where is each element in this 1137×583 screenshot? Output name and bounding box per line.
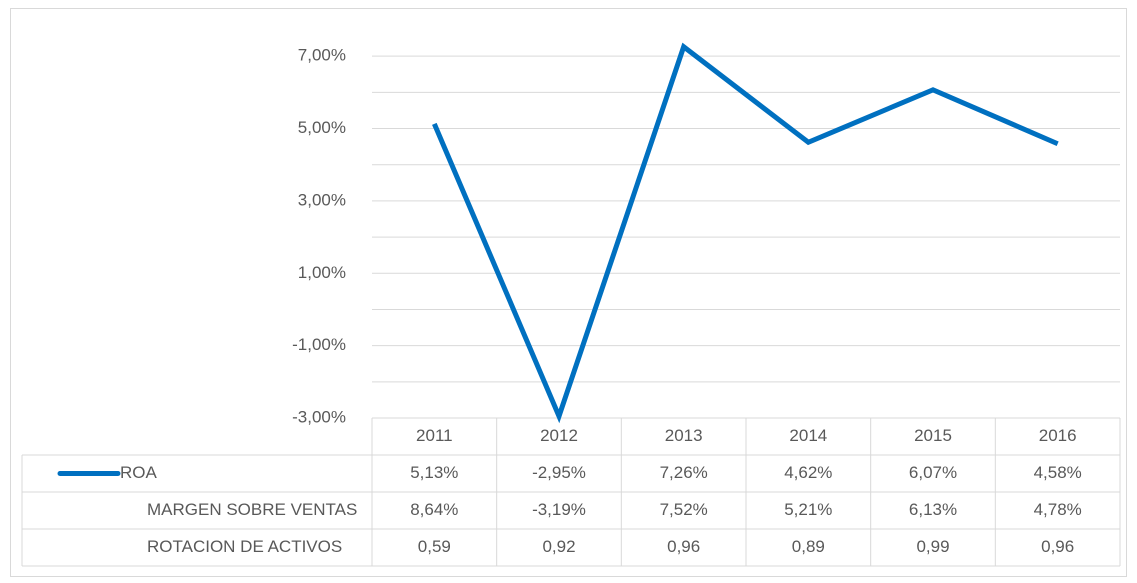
table-value: 8,64% — [410, 500, 458, 519]
x-tick-label: 2013 — [665, 426, 703, 445]
table-value: 0,96 — [667, 537, 700, 556]
x-tick-label: 2012 — [540, 426, 578, 445]
y-tick-label: 3,00% — [298, 190, 346, 209]
table-value: 0,89 — [792, 537, 825, 556]
x-tick-label: 2016 — [1039, 426, 1077, 445]
table-value: -3,19% — [532, 500, 586, 519]
table-value: 4,78% — [1034, 500, 1082, 519]
table-value: 6,13% — [909, 500, 957, 519]
table-value: 6,07% — [909, 463, 957, 482]
y-tick-label: 5,00% — [298, 118, 346, 137]
y-tick-label: 7,00% — [298, 46, 346, 65]
y-tick-label: -3,00% — [292, 407, 346, 426]
x-tick-label: 2014 — [789, 426, 827, 445]
table-value: 4,62% — [784, 463, 832, 482]
table-value: 7,26% — [660, 463, 708, 482]
table-value: 5,21% — [784, 500, 832, 519]
x-tick-label: 2011 — [416, 426, 453, 445]
table-value: 4,58% — [1034, 463, 1082, 482]
row-label: ROA — [120, 463, 158, 482]
table-value: 0,96 — [1041, 537, 1074, 556]
y-tick-label: -1,00% — [292, 335, 346, 354]
chart-border — [10, 8, 1127, 577]
table-value: -2,95% — [532, 463, 586, 482]
roa-line — [432, 42, 1059, 424]
table-value: 0,99 — [916, 537, 949, 556]
y-tick-label: 1,00% — [298, 263, 346, 282]
x-tick-label: 2015 — [914, 426, 952, 445]
row-label: ROTACION DE ACTIVOS — [147, 537, 342, 556]
table-value: 0,59 — [418, 537, 451, 556]
table-value: 0,92 — [542, 537, 575, 556]
table-value: 7,52% — [660, 500, 708, 519]
table-value: 5,13% — [410, 463, 458, 482]
row-label: MARGEN SOBRE VENTAS — [147, 500, 357, 519]
